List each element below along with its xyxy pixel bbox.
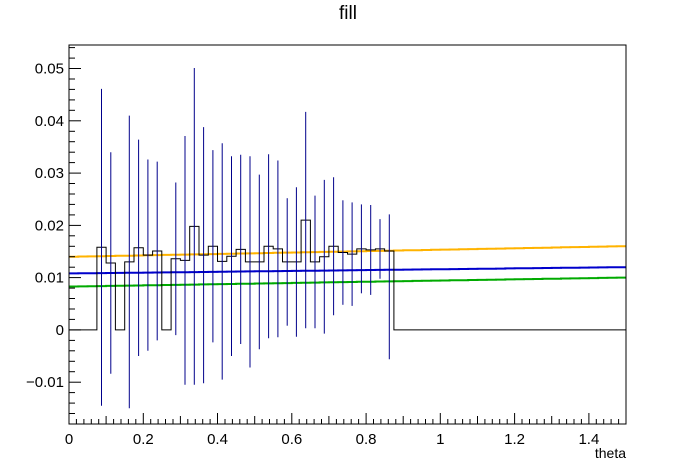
y-tick-label: 0.03: [35, 165, 64, 182]
x-tick-label: 1.2: [504, 431, 525, 448]
plot-frame: [68, 44, 627, 425]
histogram-layer: [69, 68, 626, 409]
x-axis-title: theta: [595, 445, 626, 461]
x-axis: 0 0.2 0.4 0.6 0.8 1 1.2 1.4: [65, 413, 627, 448]
y-tick-label: 0.02: [35, 217, 64, 234]
x-tick-label: 1.4: [578, 431, 599, 448]
chart-title: fill: [339, 3, 357, 24]
y-axis: −0.01 0 0.01 0.02 0.03 0.04 0.05: [26, 47, 81, 425]
y-tick-label: 0: [56, 322, 64, 339]
x-tick-label: 0.6: [281, 431, 302, 448]
x-tick-label: 0.4: [207, 431, 228, 448]
y-tick-label: 0.01: [35, 270, 64, 287]
x-tick-label: 1: [436, 431, 444, 448]
plot-frame-rect: [68, 44, 627, 425]
y-tick-label: 0.05: [35, 61, 64, 78]
y-tick-label: 0.04: [35, 113, 64, 130]
x-tick-label: 0.2: [133, 431, 154, 448]
x-tick-label: 0: [65, 431, 73, 448]
x-tick-label: 0.8: [356, 431, 377, 448]
y-tick-label: −0.01: [26, 374, 64, 391]
histogram-outline: [69, 219, 626, 331]
